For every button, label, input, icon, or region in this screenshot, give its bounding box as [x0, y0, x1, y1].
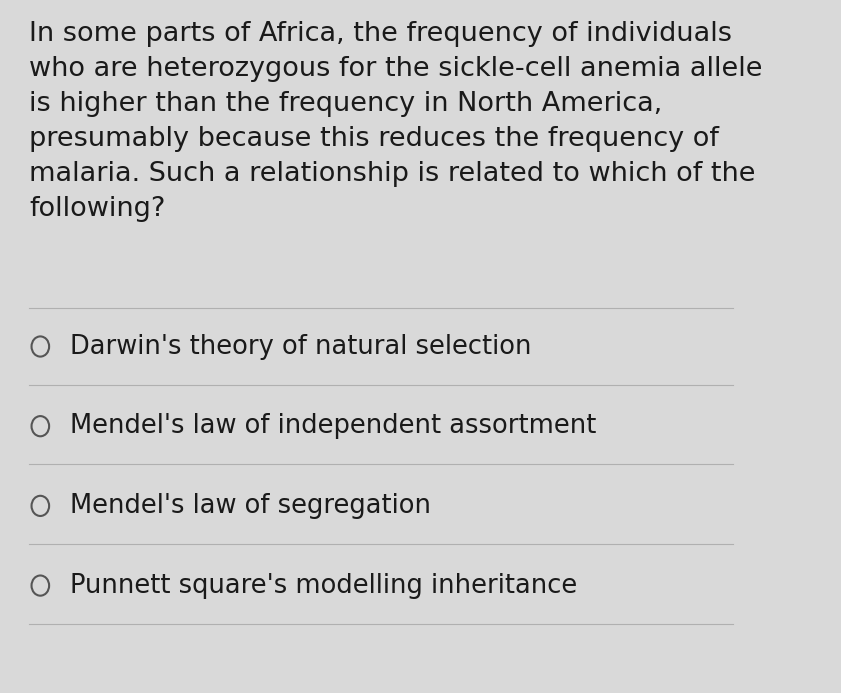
Text: Mendel's law of segregation: Mendel's law of segregation — [70, 493, 431, 519]
Text: Mendel's law of independent assortment: Mendel's law of independent assortment — [70, 413, 596, 439]
Text: Punnett square's modelling inheritance: Punnett square's modelling inheritance — [70, 572, 577, 599]
Text: Darwin's theory of natural selection: Darwin's theory of natural selection — [70, 333, 532, 360]
Text: In some parts of Africa, the frequency of individuals
who are heterozygous for t: In some parts of Africa, the frequency o… — [29, 21, 763, 222]
